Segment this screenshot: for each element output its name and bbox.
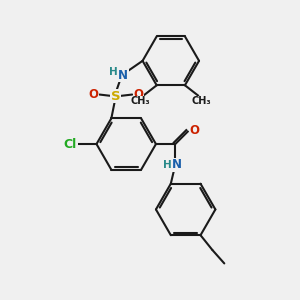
Text: CH₃: CH₃ [130, 96, 150, 106]
Text: Cl: Cl [64, 138, 77, 151]
Text: CH₃: CH₃ [191, 96, 211, 106]
Text: H: H [109, 67, 118, 77]
Text: N: N [172, 158, 182, 171]
Text: O: O [133, 88, 143, 101]
Text: O: O [189, 124, 199, 136]
Text: O: O [88, 88, 98, 101]
Text: H: H [163, 160, 171, 170]
Text: S: S [111, 89, 121, 103]
Text: N: N [118, 69, 128, 82]
